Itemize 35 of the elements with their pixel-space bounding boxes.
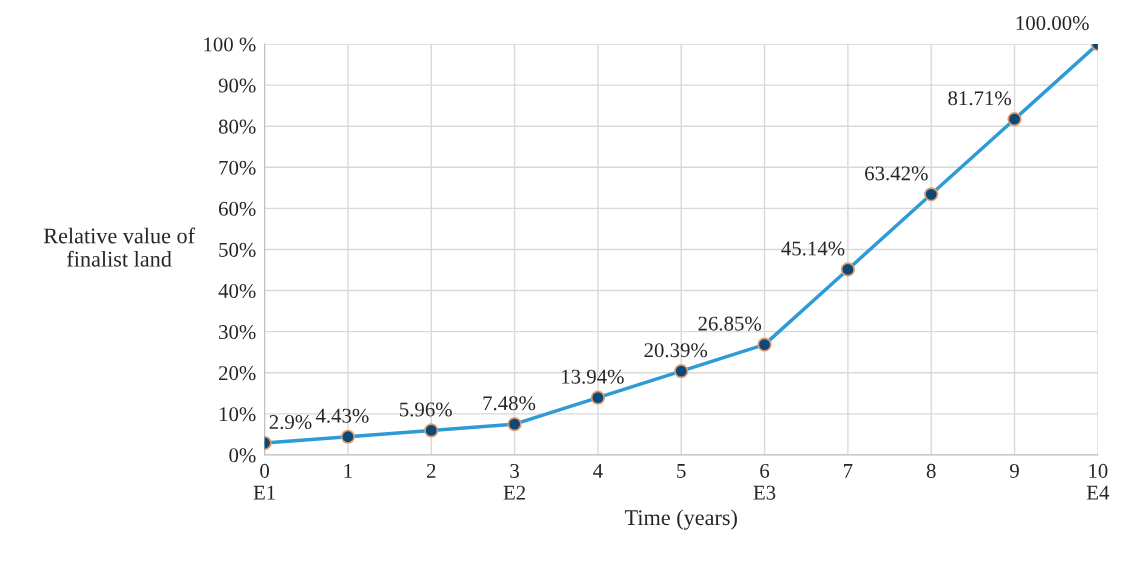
y-tick-label: 0% — [229, 448, 256, 463]
x-tick-label: 7 — [844, 464, 853, 478]
x-tick-label: 8 — [926, 463, 936, 478]
data-label: 4.43% — [315, 408, 369, 423]
data-label: 2.9% — [269, 415, 312, 430]
data-label: 45.14% — [781, 241, 845, 256]
x-tick-label: 9 — [1009, 463, 1019, 478]
x-axis-title: Time (years) — [624, 509, 737, 530]
x-tick-label: 10 E4 — [1086, 463, 1110, 500]
data-label: 13.94% — [562, 369, 624, 384]
y-tick-label: 30% — [219, 325, 256, 340]
y-tick-label: 100 % — [204, 37, 256, 52]
x-tick-label: 3 E2 — [503, 463, 525, 500]
y-tick-label: 40% — [218, 283, 256, 299]
y-axis-title: Relative value of finalist land — [43, 227, 196, 267]
y-tick-label: 70% — [219, 160, 256, 175]
data-label: 20.39% — [644, 343, 708, 358]
data-label: 81.71% — [948, 91, 1012, 106]
y-tick-label: 20% — [219, 366, 256, 381]
y-tick-label: 60% — [218, 201, 256, 216]
x-tick-label: 5 — [677, 464, 686, 478]
data-label: 7.48% — [483, 396, 536, 411]
data-label: 26.85% — [698, 316, 762, 331]
y-tick-label: 10% — [219, 407, 256, 422]
y-tick-label: 50% — [219, 242, 256, 257]
x-tick-label: 1 — [344, 463, 352, 478]
y-tick-label: 90% — [218, 78, 256, 93]
x-tick-label: 0 E1 — [253, 463, 275, 500]
data-label: 5.96% — [400, 402, 452, 417]
data-label: 100.00% — [1016, 16, 1089, 31]
x-tick-label: 4 — [593, 464, 603, 478]
x-tick-label: 6 E3 — [753, 463, 776, 500]
y-tick-label: 80% — [218, 119, 256, 134]
data-label: 63.42% — [865, 166, 928, 181]
x-tick-label: 2 — [426, 463, 436, 478]
